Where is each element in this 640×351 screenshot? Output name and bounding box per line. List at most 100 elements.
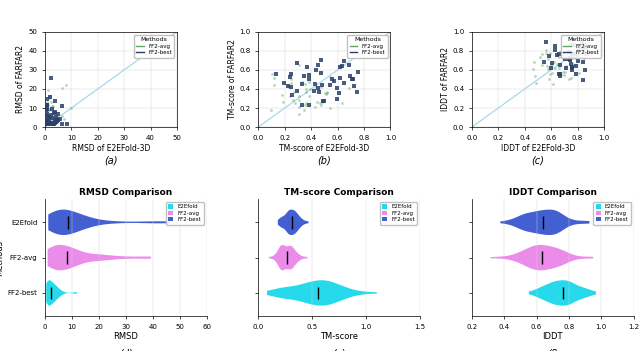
Point [572,52,582,58]
Point [284,84,294,89]
Point [57,121,67,127]
Point [557,49,568,54]
Point [42,112,52,118]
Point [300,73,310,78]
Point [563,55,573,61]
Point [285,71,296,77]
Point [290,100,300,106]
Point [545,71,555,77]
Point [563,76,573,82]
Point [57,85,67,91]
Point [48,113,58,119]
Y-axis label: TM-score of FARFAR2: TM-score of FARFAR2 [228,40,237,119]
Point [566,66,577,71]
Point [44,113,54,119]
Point [42,113,52,119]
Point [300,86,310,92]
Point [42,102,52,108]
Point [550,47,560,53]
Point [568,52,579,57]
Point [294,93,304,99]
Point [345,73,355,78]
Point [326,77,337,82]
Point [57,104,67,109]
Text: (c): (c) [531,155,545,166]
Point [570,63,580,69]
Point [316,58,326,63]
Point [558,69,568,75]
X-axis label: RMSD: RMSD [113,332,138,341]
Point [541,39,551,45]
Point [547,70,557,75]
Legend: E2Efold, FF2-avg, FF2-best: E2Efold, FF2-avg, FF2-best [593,202,631,225]
Point [292,60,302,66]
Point [44,117,54,122]
Point [41,118,51,124]
Point [299,108,309,113]
Point [561,66,572,71]
Text: (a): (a) [104,155,118,166]
Point [42,106,52,111]
Point [547,61,557,66]
Point [304,79,314,85]
Point [543,66,554,72]
Point [47,106,57,111]
Point [344,85,354,91]
Point [348,76,358,82]
Point [560,56,570,61]
Point [45,114,56,120]
Point [530,73,540,79]
Point [294,97,304,103]
Point [344,62,354,68]
Point [46,119,56,125]
Point [552,52,562,57]
Point [269,82,279,88]
Point [337,100,347,106]
X-axis label: IDDT of E2EFold-3D: IDDT of E2EFold-3D [500,144,575,152]
Point [565,57,575,62]
Point [51,119,61,124]
Point [560,69,570,75]
Point [304,76,314,82]
Point [554,51,564,57]
Point [301,100,311,105]
Point [564,49,574,55]
Point [41,113,51,119]
Text: (f): (f) [547,349,558,351]
Point [555,62,565,68]
Point [294,112,304,117]
Point [66,105,76,111]
Legend: E2Efold, FF2-avg, FF2-best: E2Efold, FF2-avg, FF2-best [166,202,204,225]
Point [47,104,57,109]
Point [312,99,322,105]
Point [579,55,589,61]
Point [44,95,54,101]
Point [567,65,577,70]
Point [48,103,58,109]
Point [555,49,565,55]
Point [45,105,56,111]
Point [45,114,56,120]
Point [41,105,51,110]
Point [314,100,324,106]
Point [529,59,540,65]
Point [45,120,55,125]
Point [541,47,551,53]
Point [568,61,578,67]
Point [561,63,572,68]
Y-axis label: RMSD of FARFAR2: RMSD of FARFAR2 [17,46,26,113]
Point [321,91,331,97]
Point [45,119,56,124]
Point [50,117,60,123]
Point [49,120,59,126]
Point [43,112,53,118]
Point [50,98,60,104]
Point [316,102,326,108]
Point [59,116,69,122]
Point [289,89,300,95]
Point [57,113,67,119]
Point [534,54,545,60]
Point [317,99,327,105]
Point [556,72,566,78]
Point [45,94,55,100]
